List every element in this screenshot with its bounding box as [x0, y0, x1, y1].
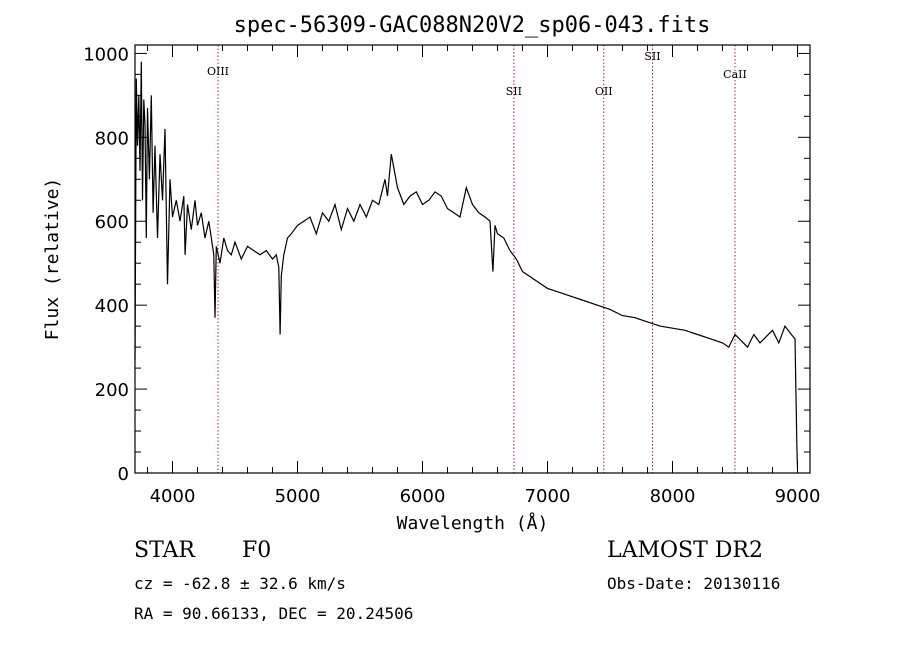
- y-tick-label: 600: [95, 212, 129, 233]
- x-tick-label: 7000: [525, 486, 571, 507]
- spectral-line-label: OII: [595, 85, 613, 98]
- x-tick-label: 6000: [400, 486, 446, 507]
- spectral-line-label: SII: [506, 85, 522, 98]
- y-axis-label: Flux (relative): [42, 178, 63, 341]
- y-tick-label: 800: [95, 128, 129, 149]
- spectral-line-label: OIII: [207, 65, 229, 78]
- object-subclass: F0: [242, 538, 272, 563]
- y-tick-label: 200: [95, 380, 129, 401]
- plot-frame: [134, 44, 811, 474]
- x-axis-label: Wavelength (Å): [397, 512, 549, 534]
- observation-date: Obs-Date: 20130116: [607, 574, 781, 593]
- redshift-velocity: cz = -62.8 ± 32.6 km/s: [134, 574, 346, 593]
- survey-name: LAMOST DR2: [607, 538, 763, 563]
- x-tick-label: 8000: [650, 486, 696, 507]
- y-tick-label: 0: [118, 464, 129, 485]
- spectral-line-label: CaII: [723, 68, 747, 81]
- y-tick-label: 400: [95, 296, 129, 317]
- x-tick-label: 9000: [775, 486, 821, 507]
- y-tick-label: 1000: [83, 44, 129, 65]
- sky-coordinates: RA = 90.66133, DEC = 20.24506: [134, 604, 414, 623]
- x-tick-label: 4000: [150, 486, 196, 507]
- object-class: STAR: [134, 538, 195, 563]
- x-tick-label: 5000: [275, 486, 321, 507]
- spectrum-line: [134, 61, 799, 469]
- chart-title: spec-56309-GAC088N20V2_sp06-043.fits: [234, 13, 711, 38]
- spectral-line-label: SII: [644, 50, 660, 63]
